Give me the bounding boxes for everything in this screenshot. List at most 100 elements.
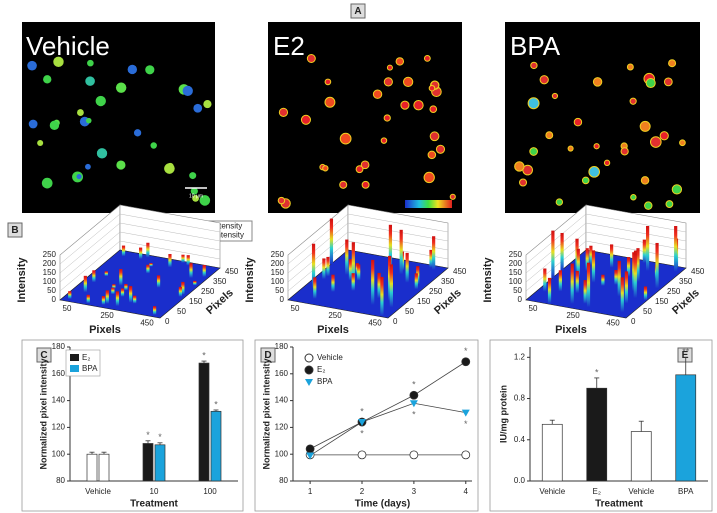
- spike: [153, 306, 157, 315]
- x-tick-label: 100: [203, 487, 217, 496]
- spike: [351, 273, 355, 291]
- cell: [322, 165, 329, 172]
- y-tick-label: 150: [189, 297, 203, 306]
- spike: [371, 259, 375, 305]
- y-tick-label: 180: [275, 342, 289, 351]
- spike: [345, 239, 349, 275]
- y-tick-label: 140: [52, 396, 66, 405]
- panel-label-box: [36, 347, 52, 363]
- z-tick-label: 50: [47, 286, 56, 295]
- cell: [592, 77, 603, 87]
- legend-label: BPA: [317, 377, 333, 386]
- spike: [178, 286, 183, 297]
- bar: [98, 453, 110, 482]
- cell: [324, 78, 332, 86]
- spike: [551, 230, 555, 278]
- z-tick-label: 150: [271, 268, 285, 277]
- annotation: *: [464, 419, 468, 429]
- image-labels: Vehicle E2 BPA 10 μm: [26, 31, 561, 208]
- spike: [560, 232, 564, 271]
- cell: [603, 159, 611, 167]
- x-tick-label: 250: [328, 311, 342, 320]
- spike: [313, 277, 317, 299]
- x-tick-label: 250: [566, 311, 580, 320]
- color-bar: [405, 200, 452, 208]
- spike: [601, 274, 605, 286]
- spike: [83, 275, 87, 293]
- legend-marker: [304, 353, 314, 363]
- cells: [27, 54, 686, 210]
- cell: [355, 165, 364, 174]
- z-tick-label: 150: [43, 268, 57, 277]
- legend-marker: [305, 379, 313, 386]
- spike: [329, 218, 334, 265]
- panel-label-box: [7, 222, 23, 238]
- spike: [576, 248, 580, 278]
- panel-label-box: [350, 3, 366, 19]
- cell: [581, 176, 590, 185]
- legend-marker: [304, 365, 314, 375]
- spike: [583, 280, 587, 304]
- y-tick-label: 100: [275, 449, 289, 458]
- spike: [614, 269, 618, 285]
- spike: [575, 270, 579, 294]
- cell: [53, 56, 64, 68]
- annotation: *: [214, 399, 218, 409]
- x-tick-label: 50: [63, 304, 72, 313]
- cell: [85, 117, 92, 124]
- cell: [435, 144, 446, 154]
- x-tick-label: E₂: [593, 487, 601, 496]
- bar: [586, 387, 608, 482]
- spike: [331, 274, 335, 292]
- spike: [189, 263, 193, 278]
- y-tick-label: 120: [52, 423, 66, 432]
- image-label: BPA: [510, 31, 561, 61]
- y-tick-label: 350: [679, 277, 693, 286]
- cell: [545, 131, 554, 140]
- legend-swatch: [70, 365, 79, 372]
- cell: [339, 132, 352, 145]
- cell: [28, 119, 38, 129]
- z-tick-label: 200: [509, 259, 523, 268]
- z-tick-label: 50: [513, 286, 522, 295]
- annotation: *: [202, 350, 206, 360]
- spike: [547, 277, 552, 304]
- spike: [156, 275, 161, 288]
- marker: [306, 452, 315, 460]
- cell: [626, 63, 634, 71]
- spike: [357, 264, 361, 281]
- cell: [519, 178, 528, 187]
- cell: [620, 147, 629, 156]
- cell: [395, 57, 405, 66]
- y-tick-label: 450: [225, 267, 239, 276]
- cell: [150, 142, 157, 149]
- cell: [665, 200, 674, 208]
- cell: [593, 143, 600, 150]
- spike: [168, 254, 172, 268]
- panel-frame: [21, 339, 244, 512]
- spike: [146, 264, 150, 274]
- spike: [68, 291, 72, 299]
- x-tick-label: 2: [360, 487, 365, 496]
- cell: [428, 84, 436, 92]
- spike: [558, 270, 562, 292]
- panel-label: A: [354, 6, 361, 17]
- spike: [111, 287, 115, 295]
- panel-a: A: [22, 3, 700, 213]
- cell: [192, 194, 200, 202]
- annotation: *: [360, 428, 364, 438]
- spike: [617, 260, 621, 297]
- z-tick-label: 200: [271, 259, 285, 268]
- cell: [166, 162, 174, 170]
- bar: [198, 362, 210, 482]
- cell: [199, 195, 211, 206]
- cell: [423, 171, 435, 184]
- cell: [380, 137, 388, 144]
- annotation: *: [595, 367, 599, 377]
- spike: [124, 283, 128, 291]
- x-tick-label: Vehicle: [539, 487, 565, 496]
- cell: [630, 194, 637, 201]
- y-tick-label: 120: [275, 423, 289, 432]
- spike: [149, 263, 153, 267]
- image-label: Vehicle: [26, 31, 110, 61]
